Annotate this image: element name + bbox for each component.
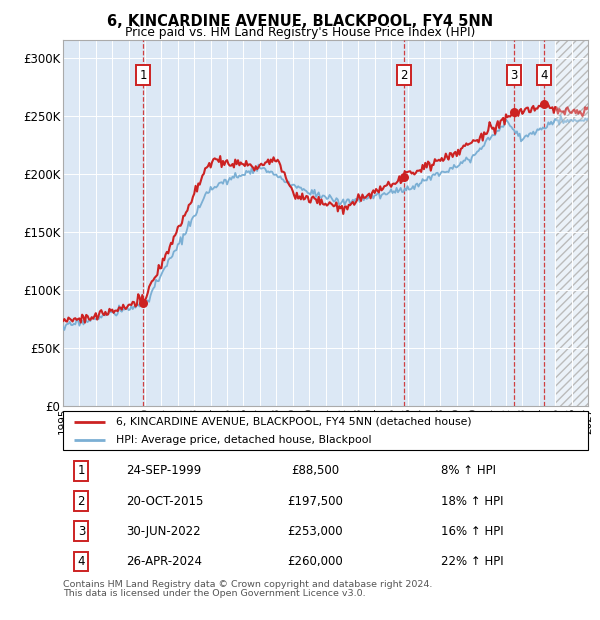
FancyBboxPatch shape	[63, 411, 588, 449]
Text: 20-OCT-2015: 20-OCT-2015	[126, 495, 203, 508]
Text: Price paid vs. HM Land Registry's House Price Index (HPI): Price paid vs. HM Land Registry's House …	[125, 26, 475, 39]
Text: 4: 4	[541, 69, 548, 82]
Text: 18% ↑ HPI: 18% ↑ HPI	[441, 495, 503, 508]
Text: Contains HM Land Registry data © Crown copyright and database right 2024.: Contains HM Land Registry data © Crown c…	[63, 580, 433, 589]
Text: HPI: Average price, detached house, Blackpool: HPI: Average price, detached house, Blac…	[115, 435, 371, 445]
Text: 3: 3	[77, 525, 85, 538]
Text: 1: 1	[140, 69, 147, 82]
Text: 8% ↑ HPI: 8% ↑ HPI	[441, 464, 496, 477]
Text: 26-APR-2024: 26-APR-2024	[126, 555, 202, 568]
Text: This data is licensed under the Open Government Licence v3.0.: This data is licensed under the Open Gov…	[63, 589, 365, 598]
Text: £88,500: £88,500	[291, 464, 339, 477]
Text: 16% ↑ HPI: 16% ↑ HPI	[441, 525, 503, 538]
Text: 4: 4	[77, 555, 85, 568]
Text: 6, KINCARDINE AVENUE, BLACKPOOL, FY4 5NN: 6, KINCARDINE AVENUE, BLACKPOOL, FY4 5NN	[107, 14, 493, 29]
Bar	[555, 40, 588, 406]
Bar	[555, 40, 588, 406]
Text: 6, KINCARDINE AVENUE, BLACKPOOL, FY4 5NN (detached house): 6, KINCARDINE AVENUE, BLACKPOOL, FY4 5NN…	[115, 417, 471, 427]
Text: 22% ↑ HPI: 22% ↑ HPI	[441, 555, 503, 568]
Text: £197,500: £197,500	[287, 495, 343, 508]
Text: 3: 3	[511, 69, 518, 82]
Text: 24-SEP-1999: 24-SEP-1999	[126, 464, 201, 477]
Text: 30-JUN-2022: 30-JUN-2022	[126, 525, 200, 538]
Text: £260,000: £260,000	[287, 555, 343, 568]
Text: £253,000: £253,000	[287, 525, 343, 538]
Text: 2: 2	[401, 69, 408, 82]
Text: 2: 2	[77, 495, 85, 508]
Text: 1: 1	[77, 464, 85, 477]
